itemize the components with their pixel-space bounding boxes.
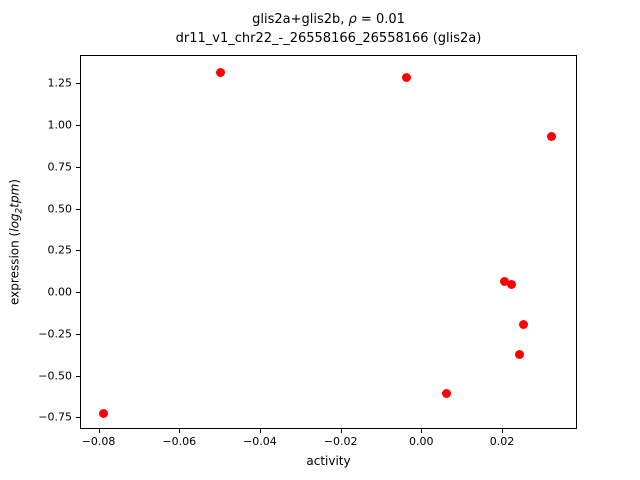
- y-tick-label: −0.25: [38, 327, 72, 341]
- title-rho-symbol: ρ: [348, 12, 357, 27]
- x-tick-mark: [98, 429, 100, 433]
- y-tick-label: 0.75: [47, 160, 73, 174]
- y-tick-mark: [76, 125, 80, 127]
- chart-subtitle: dr11_v1_chr22_-_26558166_26558166 (glis2…: [175, 31, 482, 46]
- data-point: [99, 408, 109, 418]
- data-point: [401, 73, 411, 83]
- y-tick-mark: [76, 375, 80, 377]
- data-point: [514, 350, 524, 360]
- data-point: [506, 280, 516, 290]
- data-point: [546, 131, 556, 141]
- ylabel-suffix: ): [7, 179, 22, 184]
- x-tick-mark: [340, 429, 342, 433]
- y-tick-label: 1.25: [47, 76, 73, 90]
- y-tick-mark: [76, 208, 80, 210]
- plot-area: [80, 55, 577, 429]
- x-tick-label: −0.04: [243, 435, 277, 448]
- data-point: [216, 68, 226, 78]
- y-tick-label: −0.50: [38, 369, 72, 383]
- data-point: [518, 320, 528, 330]
- y-tick-label: 1.00: [47, 118, 73, 132]
- y-tick-label: 0.00: [47, 285, 73, 299]
- y-tick-mark: [76, 333, 80, 335]
- data-point: [500, 276, 510, 286]
- chart-title-line1: glis2a+glis2b, ρ = 0.01: [80, 10, 577, 29]
- chart-title: glis2a+glis2b, ρ = 0.01 dr11_v1_chr22_-_…: [80, 10, 577, 48]
- y-tick-label: 0.25: [47, 243, 73, 257]
- data-point: [441, 388, 451, 398]
- y-tick-mark: [76, 417, 80, 419]
- x-axis-label: activity: [306, 454, 351, 468]
- title-rho-value: = 0.01: [356, 12, 405, 27]
- x-tick-label: −0.06: [162, 435, 197, 448]
- y-tick-mark: [76, 292, 80, 294]
- y-tick-mark: [76, 250, 80, 252]
- y-tick-label: −0.75: [38, 410, 72, 424]
- y-tick-label: 0.50: [47, 202, 73, 216]
- x-tick-label: −0.08: [81, 435, 116, 448]
- x-tick-label: −0.02: [323, 435, 358, 448]
- x-tick-mark: [421, 429, 423, 433]
- y-tick-mark: [76, 166, 80, 168]
- x-tick-label: 0.00: [409, 435, 434, 448]
- x-tick-mark: [501, 429, 503, 433]
- x-tick-label: 0.02: [489, 435, 515, 448]
- title-gene-pair: glis2a+glis2b,: [252, 12, 349, 27]
- ylabel-log: log: [7, 213, 22, 232]
- x-tick-mark: [179, 429, 181, 433]
- x-tick-mark: [259, 429, 261, 433]
- y-tick-mark: [76, 83, 80, 85]
